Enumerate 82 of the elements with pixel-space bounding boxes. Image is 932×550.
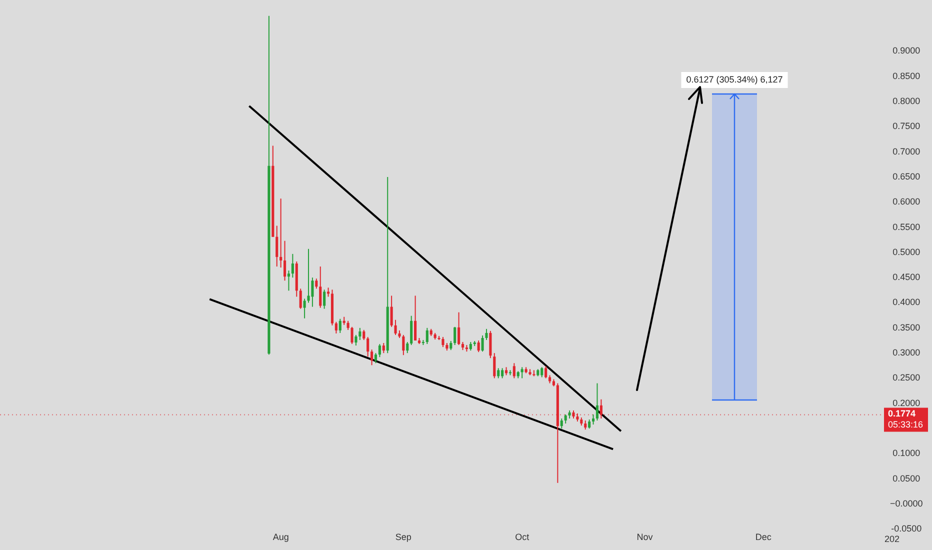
candlestick — [426, 327, 428, 345]
candlestick — [442, 336, 444, 348]
candlestick — [358, 327, 362, 340]
candlestick — [311, 277, 314, 308]
candlestick — [390, 295, 393, 328]
y-tick-label: 0.3000 — [892, 348, 920, 358]
x-tick-label: Nov — [636, 532, 654, 542]
candlestick — [280, 198, 282, 268]
candlestick — [291, 253, 294, 278]
candlestick — [334, 321, 338, 334]
ref-line-label: 0.1774 — [888, 408, 916, 418]
candlestick — [596, 382, 599, 422]
candlestick — [584, 420, 587, 430]
candlestick — [354, 334, 358, 346]
candlestick — [497, 368, 500, 379]
x-tick-label: Dec — [755, 532, 772, 542]
candlestick — [370, 349, 374, 366]
candlestick — [540, 366, 544, 378]
candlestick — [600, 398, 602, 419]
y-tick-label: 0.2000 — [892, 398, 920, 408]
y-tick-label: 0.8000 — [892, 96, 920, 106]
candlestick — [326, 287, 330, 298]
candlestick — [485, 328, 488, 340]
candlestick — [477, 340, 480, 353]
candlestick — [374, 352, 378, 364]
candlestick — [414, 295, 417, 341]
y-tick-label: 0.2500 — [892, 372, 920, 383]
candlestick — [319, 266, 322, 308]
text: 05:33:16 — [888, 419, 924, 430]
candlestick — [303, 298, 306, 319]
candlestick — [283, 240, 286, 282]
candlestick — [406, 342, 409, 354]
y-tick-label: 0.5500 — [892, 222, 920, 232]
candlestick — [323, 289, 326, 310]
candlestick — [287, 270, 290, 292]
candlestick — [544, 366, 548, 379]
y-tick-label: 0.7500 — [892, 121, 920, 132]
y-tick-label: 0.9000 — [892, 46, 920, 56]
candlestick — [560, 418, 563, 430]
candlestick — [366, 336, 370, 358]
candlestick — [382, 342, 385, 354]
candlestick — [402, 334, 405, 356]
y-tick-label: −0.0000 — [890, 498, 923, 509]
candlestick — [458, 312, 460, 346]
candlestick — [378, 344, 381, 358]
y-tick-label: 0.0500 — [892, 473, 920, 484]
x-tick-label: Oct — [515, 532, 530, 542]
candlestick — [350, 326, 354, 345]
y-tick-label: 0.4000 — [892, 297, 920, 308]
candlestick — [394, 319, 397, 336]
candlestick — [588, 419, 591, 430]
text: 202 — [884, 534, 900, 544]
y-tick-label: 0.7000 — [892, 146, 920, 156]
y-tick-label: 0.1000 — [892, 448, 920, 458]
annotation: 0.6127 (305.34%) 6,127 — [686, 74, 783, 84]
y-tick-label: 0.6000 — [892, 196, 920, 207]
candlestick — [362, 329, 366, 340]
candlestick — [512, 362, 516, 379]
candlestick — [501, 368, 504, 379]
candlestick — [338, 318, 342, 334]
candlestick — [299, 288, 302, 310]
candlestick — [454, 326, 456, 346]
y-tick-label: 0.4500 — [892, 272, 920, 282]
candlestick — [481, 334, 484, 352]
candlestick — [276, 225, 278, 268]
y-tick-label: -0.0500 — [891, 524, 922, 534]
candlestick — [346, 320, 350, 330]
y-tick-label: 0.3500 — [892, 322, 920, 332]
candlestick — [592, 414, 595, 426]
y-tick-label: 0.8500 — [892, 70, 920, 81]
candlestick — [450, 340, 452, 351]
candlestick — [564, 414, 567, 424]
candlestick — [410, 315, 413, 346]
y-tick-label: 0.6500 — [892, 171, 920, 182]
candlestick — [315, 278, 318, 290]
candlestick — [489, 330, 492, 359]
candlestick — [307, 248, 310, 304]
y-tick-label: 0.5000 — [892, 246, 920, 257]
x-tick-label: Aug — [272, 532, 289, 542]
x-tick-label: Sep — [395, 532, 412, 542]
candlestick — [520, 366, 524, 379]
candlestick — [493, 352, 496, 379]
